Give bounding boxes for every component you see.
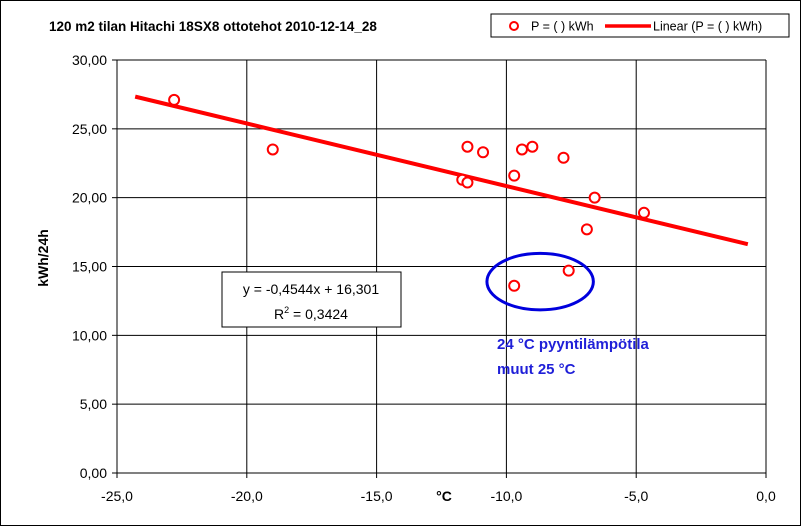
equation-box: y = -0,4544x + 16,301 R2 = 0,3424 (221, 271, 402, 328)
legend-label-points: P = ( ) kWh (531, 20, 594, 34)
data-point (515, 143, 528, 156)
y-tick-label: 5,00 (80, 396, 107, 412)
x-tick-label: -25,0 (101, 488, 133, 504)
data-point (508, 169, 521, 182)
data-points (168, 93, 650, 292)
x-tick-label: -20,0 (231, 488, 263, 504)
data-point (588, 191, 601, 204)
data-point (526, 140, 539, 153)
legend-label-linear: Linear (P = ( ) kWh) (653, 20, 762, 34)
x-tick-label: 0,0 (756, 488, 776, 504)
y-tick-label: 25,00 (72, 121, 107, 137)
legend: P = ( ) kWh Linear (P = ( ) kWh) (490, 13, 790, 38)
data-point (637, 206, 650, 219)
y-tick-label: 15,00 (72, 259, 107, 275)
data-point (508, 279, 521, 292)
y-axis-label: kWh/24h (35, 229, 51, 287)
x-tick-label: -5,0 (624, 488, 648, 504)
x-tick-label: -10,0 (490, 488, 522, 504)
y-tick-label: 10,00 (72, 327, 107, 343)
equation-frame (221, 271, 402, 328)
tick-labels: -25,0 -20,0 -15,0 -10,0 -5,0 0,0 0,00 5,00 10,00… (72, 52, 776, 504)
trendline-path (134, 94, 749, 247)
x-axis-label: °C (436, 488, 452, 504)
chart-title: 120 m2 tilan Hitachi 18SX8 ottotehot 201… (49, 19, 377, 34)
data-point (477, 146, 490, 159)
y-tick-label: 0,00 (80, 465, 107, 481)
trendline (134, 94, 749, 247)
data-point (266, 143, 279, 156)
annotation-note-line2: muut 25 °C (497, 361, 576, 378)
equation-text: y = -0,4544x + 16,301 (243, 281, 379, 297)
y-tick-label: 20,00 (72, 190, 107, 206)
annotation-note-line1: 24 °C pyyntilämpötila (497, 336, 650, 353)
highlight-ellipse (485, 251, 595, 312)
data-point (461, 140, 474, 153)
r-squared-value: = 0,3424 (289, 306, 348, 322)
r-squared-prefix: R (274, 306, 284, 322)
data-point (562, 264, 575, 277)
data-point (168, 93, 181, 106)
x-tick-label: -15,0 (361, 488, 393, 504)
data-point (580, 223, 593, 236)
highlight-ellipse-shape (485, 251, 595, 312)
legend-marker-circle-icon (509, 21, 519, 31)
r-squared-text: R2 = 0,3424 (274, 305, 348, 322)
data-point (461, 176, 474, 189)
r-squared-superscript: 2 (284, 305, 289, 315)
data-point (557, 151, 570, 164)
y-tick-label: 30,00 (72, 52, 107, 68)
grid (112, 59, 767, 478)
